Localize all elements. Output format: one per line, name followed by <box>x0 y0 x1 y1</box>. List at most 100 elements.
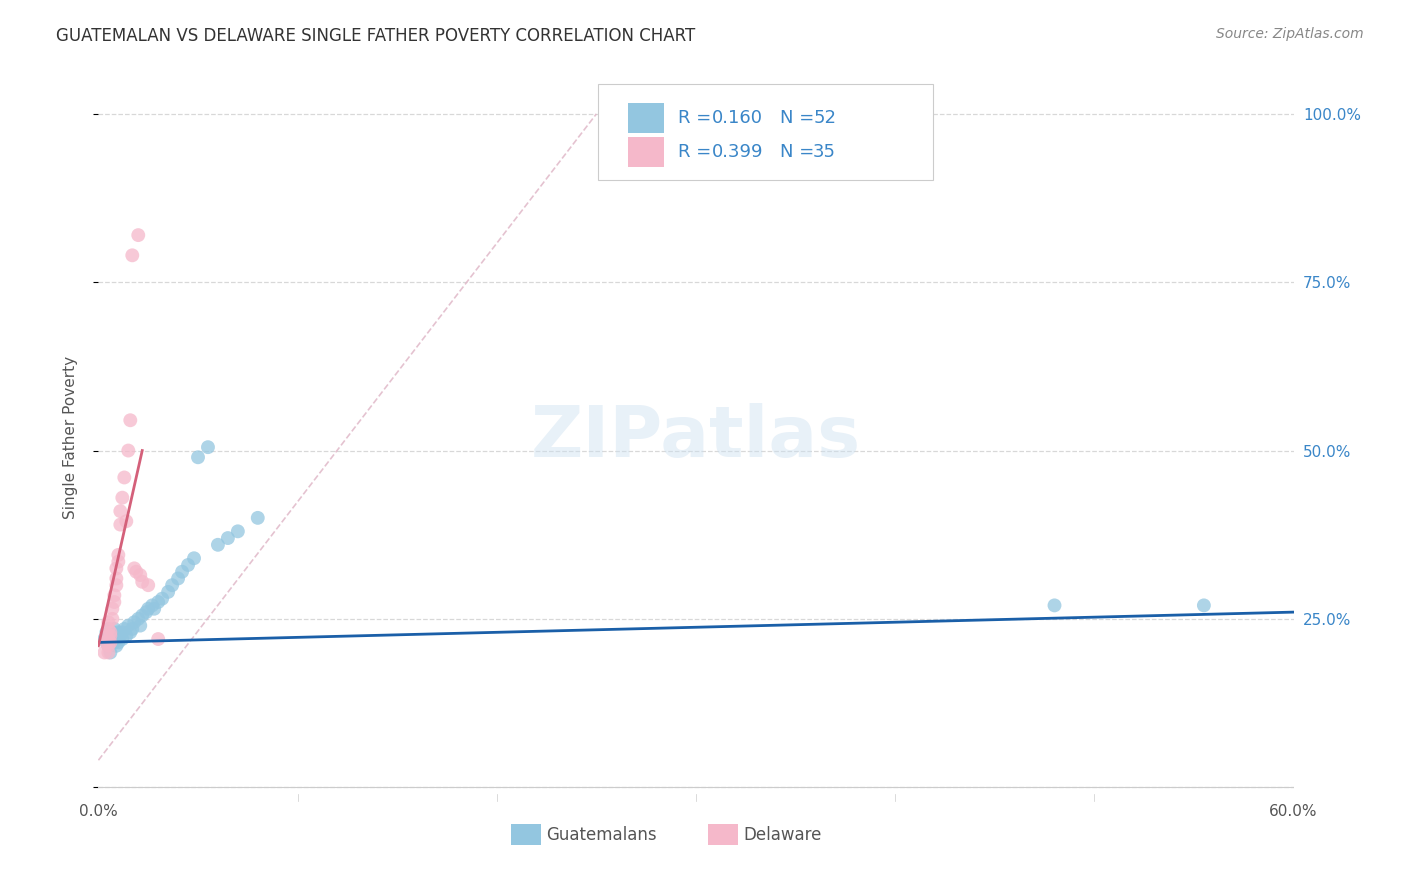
Point <box>172 565 194 579</box>
Point <box>101 625 124 640</box>
FancyBboxPatch shape <box>598 84 932 180</box>
Point <box>103 588 125 602</box>
Point <box>98 635 122 649</box>
Point <box>101 612 124 626</box>
Point <box>103 635 125 649</box>
Point <box>107 629 129 643</box>
Point <box>97 615 120 630</box>
FancyBboxPatch shape <box>709 824 738 846</box>
Text: N =: N = <box>779 109 820 127</box>
Point <box>105 571 128 585</box>
Text: GUATEMALAN VS DELAWARE SINGLE FATHER POVERTY CORRELATION CHART: GUATEMALAN VS DELAWARE SINGLE FATHER POV… <box>56 27 696 45</box>
Point <box>96 635 118 649</box>
Point <box>121 248 143 262</box>
Point <box>97 622 120 636</box>
Point <box>93 646 115 660</box>
Point <box>129 568 152 582</box>
Point <box>107 555 129 569</box>
Point <box>1192 599 1215 613</box>
Point <box>97 639 120 653</box>
Text: Source: ZipAtlas.com: Source: ZipAtlas.com <box>1216 27 1364 41</box>
FancyBboxPatch shape <box>628 136 664 167</box>
Point <box>226 524 249 539</box>
Point <box>110 629 132 643</box>
FancyBboxPatch shape <box>628 103 664 133</box>
Point <box>96 625 118 640</box>
Text: N =: N = <box>779 143 820 161</box>
Point <box>105 639 128 653</box>
Point <box>177 558 200 572</box>
Point <box>112 622 135 636</box>
Point <box>167 571 190 585</box>
Point <box>187 450 209 465</box>
Point <box>98 646 122 660</box>
Point <box>105 632 128 646</box>
Point <box>141 599 163 613</box>
Point <box>103 622 125 636</box>
Point <box>111 632 134 646</box>
Point <box>105 578 128 592</box>
Text: 52: 52 <box>813 109 837 127</box>
Point <box>117 443 139 458</box>
FancyBboxPatch shape <box>510 824 541 846</box>
Point <box>148 632 170 646</box>
Point <box>197 440 219 454</box>
Point <box>97 632 120 646</box>
Point <box>97 639 120 653</box>
Point <box>97 629 120 643</box>
Point <box>131 574 153 589</box>
Point <box>127 612 149 626</box>
Text: Guatemalans: Guatemalans <box>547 826 657 844</box>
Point <box>135 605 157 619</box>
Point <box>131 608 153 623</box>
Point <box>107 625 129 640</box>
Point <box>103 629 125 643</box>
Text: ZIPatlas: ZIPatlas <box>531 402 860 472</box>
Point <box>124 561 146 575</box>
Text: 0.160: 0.160 <box>711 109 762 127</box>
Point <box>111 491 134 505</box>
Point <box>98 625 122 640</box>
Point <box>115 514 138 528</box>
Text: R =: R = <box>678 143 717 161</box>
Text: Delaware: Delaware <box>744 826 823 844</box>
Point <box>110 504 132 518</box>
Point <box>97 632 120 646</box>
Point <box>157 585 180 599</box>
Point <box>96 635 118 649</box>
Point <box>93 632 115 646</box>
Text: 0.399: 0.399 <box>711 143 763 161</box>
Point <box>111 625 134 640</box>
Point <box>115 629 138 643</box>
Point <box>117 618 139 632</box>
Y-axis label: Single Father Poverty: Single Father Poverty <box>63 356 77 518</box>
Point <box>97 646 120 660</box>
Point <box>112 470 135 484</box>
Point <box>120 625 142 640</box>
Point <box>98 629 122 643</box>
Point <box>110 517 132 532</box>
Point <box>103 595 125 609</box>
Point <box>101 601 124 615</box>
Point <box>129 618 152 632</box>
Point <box>183 551 205 566</box>
Point <box>127 228 149 243</box>
Point <box>107 635 129 649</box>
Point <box>98 629 122 643</box>
Point <box>136 578 159 592</box>
Text: 35: 35 <box>813 143 837 161</box>
Point <box>136 601 159 615</box>
Point <box>150 591 173 606</box>
Point <box>107 548 129 562</box>
Point <box>246 511 269 525</box>
Text: R =: R = <box>678 109 717 127</box>
Point <box>124 615 146 630</box>
Point <box>143 601 166 615</box>
Point <box>96 629 118 643</box>
Point <box>125 565 148 579</box>
Point <box>207 538 229 552</box>
Point <box>97 622 120 636</box>
Point <box>101 632 124 646</box>
Point <box>217 531 239 545</box>
Point <box>1043 599 1066 613</box>
